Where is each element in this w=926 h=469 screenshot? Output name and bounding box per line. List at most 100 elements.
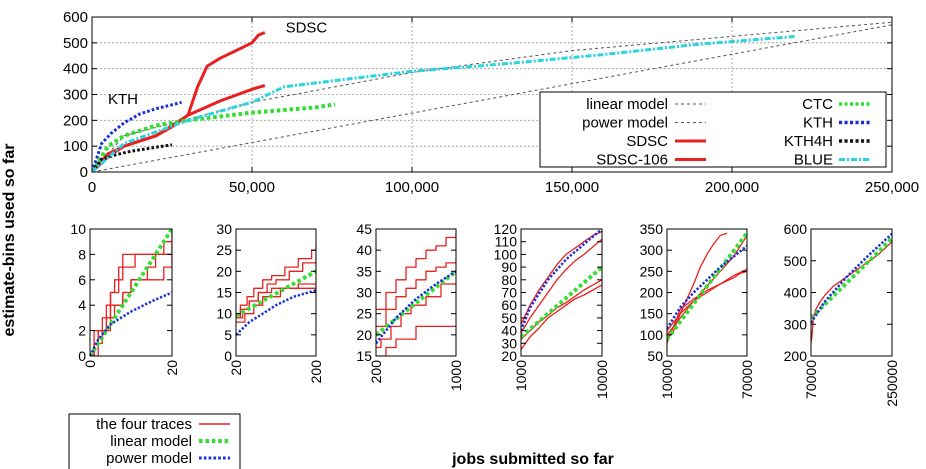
x-tick-label: 10000: [594, 360, 610, 399]
x-tick-label: 0: [88, 179, 96, 196]
legend-label: SDSC: [626, 133, 668, 150]
legend-label: KTH4H: [784, 133, 833, 150]
y-tick-label: 50: [647, 348, 663, 364]
series-trace-3: [667, 270, 747, 344]
y-tick-label: 600: [784, 221, 808, 237]
y-tick-label: 2: [78, 323, 86, 339]
x-tick-label: 150,000: [545, 179, 599, 196]
y-tick-label: 20: [216, 263, 232, 279]
series-trace-2: [521, 279, 602, 340]
y-tick-label: 70: [501, 285, 517, 301]
chart-inset3: 15 20 25 30 35 40 45 200 1000: [356, 221, 464, 391]
y-tick-label: 10: [216, 306, 232, 322]
y-tick-label: 50: [501, 310, 517, 326]
y-tick-label: 20: [501, 348, 517, 364]
y-tick-label: 6: [78, 272, 86, 288]
series-trace-1: [376, 258, 456, 328]
y-tick-label: 25: [356, 306, 372, 322]
y-tick-label: 300: [640, 242, 664, 258]
legend-label: linear model: [110, 433, 192, 450]
series-power-model: [90, 291, 172, 356]
y-tick-label: 45: [356, 221, 372, 237]
series-trace-2: [236, 283, 316, 323]
series-trace-5: [521, 229, 602, 332]
y-axis-title: estimate-bins used so far: [1, 144, 18, 337]
series-group: [90, 229, 172, 356]
x-tick-label: 250,000: [865, 179, 919, 196]
series-trace-0: [376, 233, 456, 311]
legend-label: power model: [106, 450, 192, 467]
series-group: [521, 229, 602, 350]
x-tick-label: 10000: [659, 360, 675, 399]
y-tick-label: 25: [216, 242, 232, 258]
chart-inset6: 200 300 400 500 600 70000 250000: [784, 221, 900, 407]
legend-label: SDSC-106: [596, 152, 668, 169]
series-trace-2: [811, 232, 892, 324]
series-trace-5: [236, 289, 316, 336]
y-tick-label: 200: [784, 348, 808, 364]
series-trace-0: [521, 230, 602, 325]
y-tick-label: 110: [495, 234, 518, 250]
y-tick-label: 200: [640, 285, 664, 301]
series-trace-3: [521, 284, 602, 350]
series-kth4h: [92, 143, 173, 172]
y-tick-label: 100: [63, 138, 88, 155]
y-tick-label: 40: [356, 242, 372, 258]
y-tick-label: 15: [216, 285, 232, 301]
y-tick-label: 250: [640, 263, 664, 279]
series-trace-3: [376, 325, 456, 356]
y-tick-label: 400: [784, 285, 808, 301]
y-tick-label: 300: [784, 316, 808, 332]
y-tick-label: 500: [63, 35, 88, 52]
x-tick-label: 20: [164, 360, 180, 376]
y-tick-label: 600: [63, 9, 88, 26]
legend-label: power model: [582, 115, 668, 132]
annotation-sdsc: SDSC: [286, 20, 328, 37]
series-group: [811, 232, 892, 344]
series-trace-5: [376, 270, 456, 345]
series-trace-5: [667, 244, 747, 330]
series-trace-4: [236, 269, 316, 318]
legend-label: CTC: [802, 96, 833, 113]
y-tick-label: 5: [224, 327, 232, 343]
series-trace-0: [236, 245, 316, 315]
chart-main: 0 100 200 300 400 500 600 0 50,000 100,000 150,000…: [63, 9, 919, 196]
legend-label: the four traces: [96, 416, 192, 433]
y-tick-label: 4: [78, 297, 86, 313]
y-tick-label: 40: [501, 323, 517, 339]
chart-inset1: 0 2 4 6 8 10 0 20: [70, 221, 180, 376]
y-tick-label: 8: [78, 246, 86, 262]
x-tick-label: 250000: [884, 360, 900, 407]
y-tick-label: 10: [70, 221, 86, 237]
series-group: [236, 245, 316, 336]
x-tick-label: 50,000: [229, 179, 275, 196]
series-blue: [92, 34, 797, 172]
y-tick-label: 100: [494, 246, 518, 262]
y-tick-label: 100: [640, 327, 664, 343]
series-trace-2: [90, 253, 172, 356]
x-tick-label: 200,000: [705, 179, 759, 196]
x-tick-label: 200: [368, 360, 384, 384]
y-tick-label: 80: [501, 272, 517, 288]
series-trace-2: [376, 283, 456, 349]
y-tick-label: 60: [501, 297, 517, 313]
x-tick-label: 20: [228, 360, 244, 376]
legend-box: [68, 413, 241, 469]
x-tick-label: 1000: [513, 360, 529, 391]
x-tick-label: 70000: [803, 360, 819, 399]
plot-frame: [89, 228, 173, 357]
y-tick-label: 150: [640, 306, 664, 322]
y-tick-label: 120: [494, 221, 518, 237]
plot-frame: [520, 228, 603, 357]
y-tick-label: 30: [501, 335, 517, 351]
x-tick-label: 0: [82, 360, 98, 368]
series-trace-2: [667, 268, 747, 332]
legend-box: [539, 91, 887, 168]
series-trace-4: [667, 231, 747, 341]
series-trace-4: [376, 269, 456, 337]
legend-label: linear model: [586, 96, 668, 113]
